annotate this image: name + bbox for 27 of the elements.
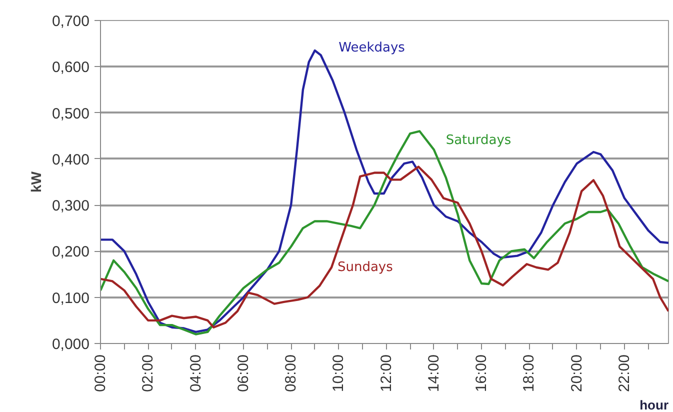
x-tick-label: 22:00 bbox=[616, 354, 633, 392]
x-tick-label: 16:00 bbox=[473, 354, 490, 392]
x-tick-label: 00:00 bbox=[92, 354, 109, 392]
y-tick-label: 0,400 bbox=[52, 151, 90, 168]
line-series bbox=[100, 130, 668, 336]
x-tick-label: 06:00 bbox=[234, 354, 252, 392]
series-label: Weekdays bbox=[338, 40, 406, 56]
y-axis-title: kW bbox=[28, 170, 44, 192]
line-series bbox=[100, 166, 668, 328]
x-tick-label: 14:00 bbox=[425, 354, 442, 392]
x-tick-label: 10:00 bbox=[330, 354, 348, 392]
x-tick-label: 08:00 bbox=[282, 354, 300, 392]
x-tick-label: 12:00 bbox=[378, 354, 395, 392]
y-tick-label: 0,200 bbox=[52, 244, 90, 261]
y-tick-label: 0,600 bbox=[52, 59, 90, 76]
y-tick-label: 0,300 bbox=[52, 198, 90, 215]
series-label: Sundays bbox=[337, 260, 394, 275]
x-tick-label: 04:00 bbox=[187, 354, 204, 392]
series-label: Saturdays bbox=[446, 132, 512, 148]
y-tick-label: 0,500 bbox=[52, 105, 90, 122]
y-tick-label: 0,700 bbox=[52, 13, 90, 30]
x-axis-title: hour bbox=[640, 398, 669, 412]
y-tick-label: 0,000 bbox=[52, 336, 90, 353]
x-tick-label: 18:00 bbox=[520, 354, 538, 392]
x-tick-label: 20:00 bbox=[568, 354, 586, 392]
x-tick-label: 02:00 bbox=[140, 354, 157, 392]
y-tick-label: 0,100 bbox=[52, 290, 90, 307]
